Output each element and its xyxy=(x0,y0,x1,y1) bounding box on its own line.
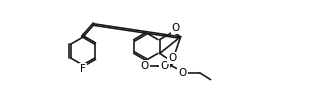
Text: O: O xyxy=(179,68,187,78)
Text: O: O xyxy=(172,23,180,33)
Text: O: O xyxy=(168,53,176,63)
Text: F: F xyxy=(80,64,86,74)
Text: O: O xyxy=(160,61,169,71)
Text: O: O xyxy=(140,61,148,71)
